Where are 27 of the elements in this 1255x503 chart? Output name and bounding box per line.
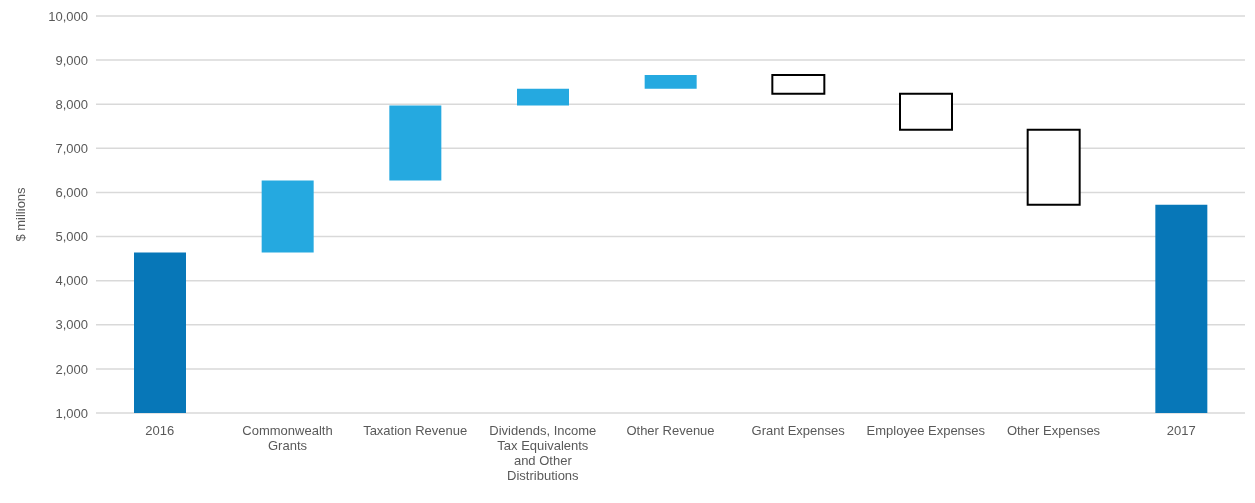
x-tick-label: 2017: [1166, 423, 1196, 438]
x-tick-label: 2016: [145, 423, 175, 438]
y-tick-label: 10,000: [48, 8, 88, 24]
y-tick-label: 1,000: [55, 405, 88, 421]
y-tick-label: 7,000: [55, 140, 88, 156]
y-tick-label: 5,000: [55, 229, 88, 245]
bar: [1026, 128, 1081, 206]
bar: [261, 180, 314, 253]
x-tick-label: Other Revenue: [626, 423, 715, 438]
y-tick-label: 4,000: [55, 273, 88, 289]
x-tick-label: Other Expenses: [1006, 423, 1101, 438]
y-tick-label: 6,000: [55, 185, 88, 201]
bar: [389, 105, 442, 181]
x-tick-label: Dividends, Income Tax Equivalents and Other Distributions: [489, 423, 597, 483]
y-tick-label: 3,000: [55, 317, 88, 333]
y-tick-label: 8,000: [55, 96, 88, 112]
y-tick-label: 2,000: [55, 361, 88, 377]
bar: [899, 92, 953, 131]
x-tick-label: Employee Expenses: [866, 423, 986, 438]
y-axis-title: $ millions: [12, 186, 28, 242]
x-tick-label: Grant Expenses: [751, 423, 846, 438]
x-tick-label: Commonwealth Grants: [242, 423, 333, 453]
x-tick-label: Taxation Revenue: [363, 423, 468, 438]
bar: [644, 75, 697, 89]
bar: [771, 74, 826, 95]
y-tick-label: 9,000: [55, 52, 88, 68]
bar: [517, 88, 569, 106]
